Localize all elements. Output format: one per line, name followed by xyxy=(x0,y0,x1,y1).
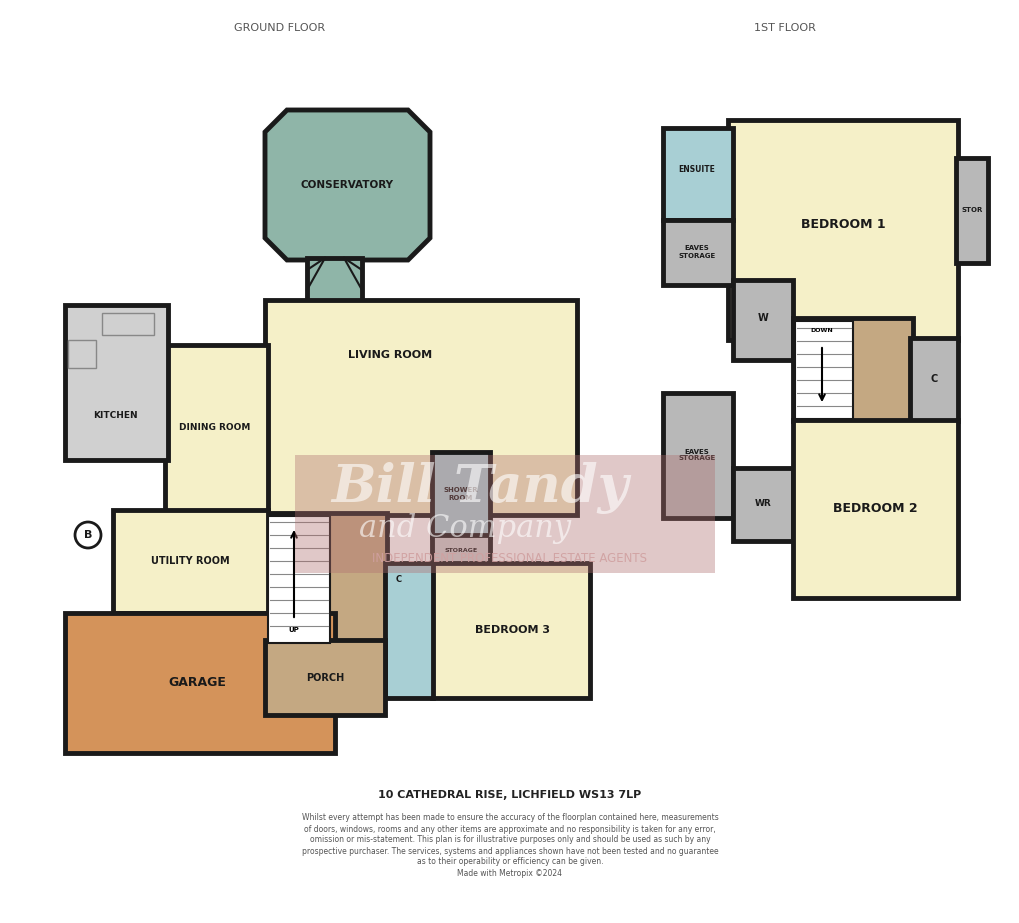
Bar xyxy=(662,128,733,220)
Text: UTILITY ROOM: UTILITY ROOM xyxy=(151,556,229,566)
Bar xyxy=(294,455,714,573)
Text: BEDROOM 2: BEDROOM 2 xyxy=(832,501,916,514)
Bar xyxy=(662,393,733,518)
Text: and Company: and Company xyxy=(359,512,571,544)
Text: B: B xyxy=(84,530,92,540)
Bar xyxy=(955,158,987,263)
Bar xyxy=(113,510,268,613)
Text: of doors, windows, rooms and any other items are approximate and no responsibili: of doors, windows, rooms and any other i… xyxy=(304,824,715,833)
Bar xyxy=(728,120,957,340)
Text: WR: WR xyxy=(754,499,770,509)
Text: CONSERVATORY: CONSERVATORY xyxy=(301,180,393,190)
Text: STORAGE: STORAGE xyxy=(444,547,477,553)
Text: UP: UP xyxy=(288,627,300,633)
Text: W: W xyxy=(757,313,767,323)
Text: prospective purchaser. The services, systems and appliances shown have not been : prospective purchaser. The services, sys… xyxy=(302,846,717,856)
Bar xyxy=(794,321,852,419)
Bar xyxy=(792,420,957,598)
Bar xyxy=(68,340,96,368)
Text: BEDROOM 1: BEDROOM 1 xyxy=(800,219,884,232)
Text: PORCH: PORCH xyxy=(306,673,343,683)
Text: EAVES
STORAGE: EAVES STORAGE xyxy=(678,246,715,258)
Bar xyxy=(265,640,384,715)
Text: SHOWER
ROOM: SHOWER ROOM xyxy=(443,487,478,500)
Text: C: C xyxy=(395,576,401,584)
Bar xyxy=(432,535,489,565)
Bar xyxy=(432,563,589,698)
Text: LIVING ROOM: LIVING ROOM xyxy=(347,350,432,360)
Bar xyxy=(733,280,792,360)
Circle shape xyxy=(75,522,101,548)
Text: as to their operability or efficiency can be given.: as to their operability or efficiency ca… xyxy=(417,857,602,867)
Text: Bill Tandy: Bill Tandy xyxy=(331,462,628,514)
Bar xyxy=(792,318,912,421)
Text: STOR: STOR xyxy=(960,207,981,213)
Bar xyxy=(102,313,154,335)
Text: INDEPENDENT PROFESSIONAL ESTATE AGENTS: INDEPENDENT PROFESSIONAL ESTATE AGENTS xyxy=(372,552,647,565)
Text: GROUND FLOOR: GROUND FLOOR xyxy=(234,23,325,33)
Bar xyxy=(432,452,489,537)
Bar xyxy=(265,513,386,648)
Bar xyxy=(265,300,577,515)
Text: 1ST FLOOR: 1ST FLOOR xyxy=(753,23,815,33)
Text: C: C xyxy=(929,374,936,384)
Bar xyxy=(662,220,733,285)
Text: Made with Metropix ©2024: Made with Metropix ©2024 xyxy=(458,869,561,878)
Text: 10 CATHEDRAL RISE, LICHFIELD WS13 7LP: 10 CATHEDRAL RISE, LICHFIELD WS13 7LP xyxy=(378,790,641,800)
Text: KITCHEN: KITCHEN xyxy=(93,411,138,419)
Text: EAVES
STORAGE: EAVES STORAGE xyxy=(678,449,715,462)
Text: Whilst every attempt has been made to ensure the accuracy of the floorplan conta: Whilst every attempt has been made to en… xyxy=(302,813,717,822)
Bar xyxy=(65,613,334,753)
Bar xyxy=(65,305,168,460)
Bar xyxy=(384,563,433,698)
Bar xyxy=(307,258,362,303)
Text: DINING ROOM: DINING ROOM xyxy=(179,424,251,433)
Bar xyxy=(165,345,268,515)
Bar xyxy=(909,338,957,421)
Bar xyxy=(733,468,792,541)
Polygon shape xyxy=(265,110,430,260)
Text: DOWN: DOWN xyxy=(810,328,833,332)
Text: ENSUITE: ENSUITE xyxy=(678,165,714,174)
Bar xyxy=(268,516,330,643)
Text: GARAGE: GARAGE xyxy=(168,677,226,689)
Text: BEDROOM 3: BEDROOM 3 xyxy=(475,625,550,635)
Text: omission or mis-statement. This plan is for illustrative purposes only and shoul: omission or mis-statement. This plan is … xyxy=(310,835,709,845)
